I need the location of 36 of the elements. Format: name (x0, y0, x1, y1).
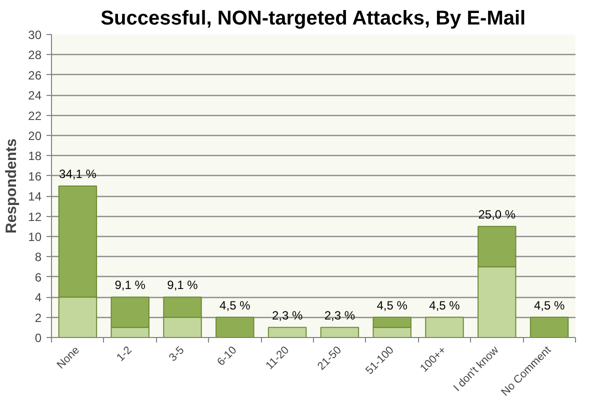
y-tick-label: 4 (34, 290, 42, 305)
annotation: 2,3 % (272, 308, 303, 322)
bar (530, 316, 569, 338)
bar (425, 316, 464, 338)
bar (268, 326, 307, 338)
y-tick-label: 28 (28, 48, 42, 62)
annotation: 4,5 % (429, 298, 460, 312)
y-axis-title: Respondents (3, 138, 20, 234)
y-tick-label: 8 (34, 250, 42, 264)
chart-title: Successful, NON-targeted Attacks, By E-Mail (100, 8, 526, 30)
y-tick-label: 24 (28, 88, 42, 103)
y-tick-label: 20 (28, 129, 42, 143)
y-tick-label: 22 (28, 108, 42, 123)
y-tick-label: 10 (28, 230, 42, 244)
y-tick-label: 0 (34, 331, 42, 345)
annotation: 4,5 % (376, 298, 408, 312)
annotation: 4,5 % (534, 298, 565, 312)
y-tick-label: 18 (28, 149, 42, 164)
y-tick-label: 30 (28, 28, 42, 42)
y-tick-label: 6 (34, 270, 42, 284)
y-tick-label: 14 (28, 190, 42, 204)
bar (216, 316, 254, 338)
x-tick-label: 6-10 (215, 344, 240, 368)
annotation: 4,5 % (220, 298, 251, 312)
y-tick-label: 2 (34, 310, 42, 325)
x-tick-label: 1-2 (114, 344, 134, 364)
x-tick-label: 3-5 (167, 344, 187, 364)
annotation: 25,0 % (478, 207, 516, 222)
annotation: 9,1 % (167, 278, 198, 292)
y-tick-label: 12 (28, 210, 42, 224)
annotation: 34,1 % (59, 167, 97, 181)
bar (320, 326, 360, 338)
annotation: 2,3 % (324, 308, 356, 322)
y-tick-label: 16 (28, 169, 42, 184)
y-tick-label: 26 (28, 68, 42, 82)
annotation: 9,1 % (114, 278, 146, 292)
